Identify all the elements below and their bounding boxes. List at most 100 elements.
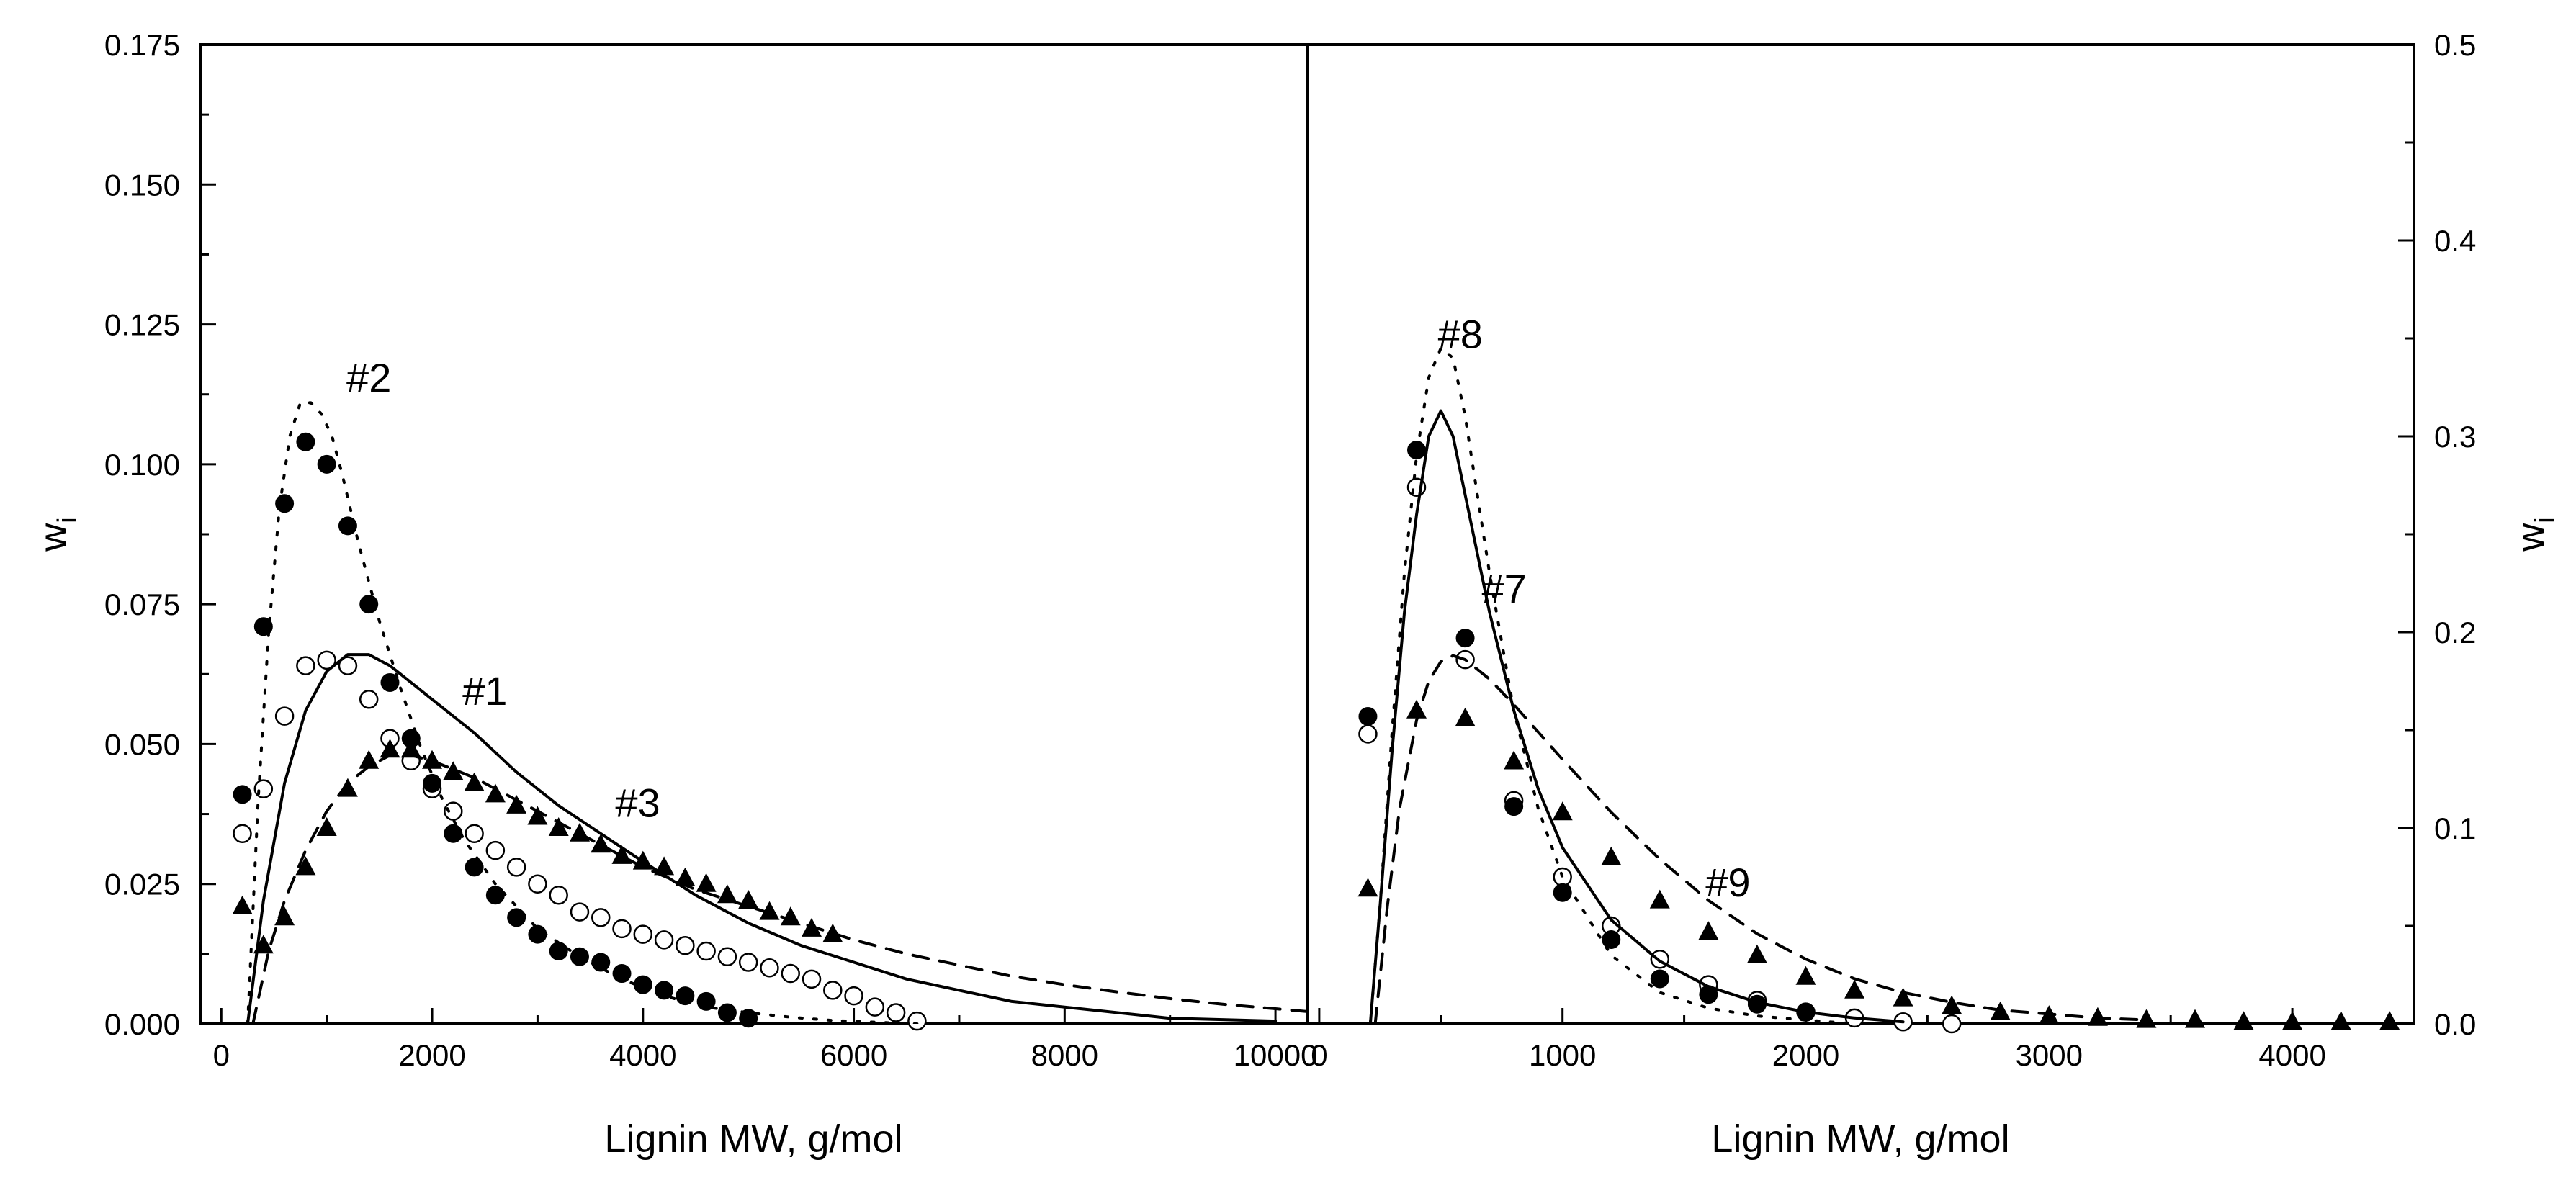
- data-point-filled-triangle: [2282, 1011, 2303, 1030]
- y-tick-label: 0.000: [104, 1007, 180, 1041]
- y-tick-label: 0.3: [2434, 420, 2476, 454]
- data-point-filled-triangle: [548, 817, 569, 836]
- data-point-open-circle: [676, 935, 695, 955]
- data-point-open-circle: [549, 886, 568, 905]
- data-point-filled-circle: [233, 785, 252, 804]
- data-point-filled-triangle: [2330, 1011, 2351, 1030]
- data-point-filled-triangle: [1601, 846, 1622, 865]
- y-axis-title: wi: [32, 517, 83, 552]
- data-point-open-circle: [506, 858, 526, 877]
- x-tick-label: 0: [1311, 1038, 1327, 1072]
- fit-curve-dashed: [1373, 654, 2148, 1024]
- y-tick-label: 0.125: [104, 308, 180, 342]
- data-point-filled-triangle: [274, 906, 295, 926]
- data-point-filled-triangle: [2185, 1009, 2205, 1028]
- y-tick-label: 0.2: [2434, 616, 2476, 649]
- data-point-filled-circle: [1504, 797, 1524, 816]
- data-point-open-circle: [633, 924, 653, 944]
- data-point-filled-triangle: [759, 901, 780, 920]
- y-tick-label: 0.050: [104, 727, 180, 761]
- data-point-filled-circle: [633, 975, 652, 994]
- data-point-open-circle: [528, 874, 547, 894]
- data-point-open-circle: [274, 706, 295, 726]
- x-tick-label: 2000: [1772, 1038, 1839, 1072]
- y-tick-label: 0.100: [104, 448, 180, 482]
- data-point-filled-circle: [359, 595, 379, 614]
- data-point-filled-triangle: [2379, 1011, 2400, 1030]
- x-tick-label: 1000: [1529, 1038, 1596, 1072]
- y-tick-label: 0.4: [2434, 224, 2476, 258]
- data-point-open-circle: [485, 840, 506, 860]
- x-tick-label: 3000: [2016, 1038, 2083, 1072]
- data-point-filled-circle: [485, 886, 505, 905]
- data-point-open-circle: [465, 824, 484, 844]
- series--3-fit: [251, 754, 1307, 1024]
- curve-label: #2: [346, 355, 391, 400]
- data-point-filled-triangle: [527, 806, 548, 825]
- data-point-filled-triangle: [485, 783, 506, 803]
- y-tick-label: 0.150: [104, 168, 180, 202]
- data-point-open-circle: [865, 997, 885, 1017]
- data-point-open-circle: [612, 919, 632, 939]
- y-tick-label: 0.0: [2434, 1007, 2476, 1041]
- x-tick-label: 6000: [820, 1038, 887, 1072]
- data-point-open-circle: [570, 902, 590, 922]
- data-point-filled-triangle: [1406, 699, 1427, 719]
- data-point-open-circle: [317, 650, 336, 670]
- curve-label: #8: [1438, 312, 1483, 357]
- curve-label: #7: [1481, 566, 1526, 611]
- data-point-open-circle: [338, 656, 358, 675]
- data-point-filled-triangle: [2233, 1011, 2254, 1030]
- y-tick-label: 0.5: [2434, 28, 2476, 62]
- data-point-filled-circle: [549, 941, 568, 960]
- data-point-filled-circle: [739, 1009, 758, 1028]
- fit-curve-solid: [246, 653, 1278, 1024]
- data-point-filled-triangle: [443, 761, 464, 780]
- data-point-filled-circle: [1455, 629, 1475, 648]
- data-point-filled-circle: [275, 494, 295, 513]
- data-point-open-circle: [296, 656, 315, 675]
- y-tick-label: 0.1: [2434, 811, 2476, 845]
- data-point-filled-triangle: [1504, 750, 1525, 770]
- data-point-open-circle: [233, 824, 252, 844]
- data-point-filled-triangle: [464, 772, 485, 791]
- data-point-filled-circle: [423, 773, 442, 793]
- data-point-filled-circle: [507, 908, 526, 927]
- series--8-data: [1358, 441, 1816, 1022]
- data-point-open-circle: [1942, 1014, 1962, 1034]
- data-point-filled-circle: [676, 986, 695, 1006]
- data-point-open-circle: [717, 947, 737, 966]
- data-point-open-circle: [760, 958, 779, 978]
- data-point-filled-triangle: [295, 856, 316, 876]
- series--1-data: [233, 650, 927, 1031]
- data-point-filled-triangle: [1795, 966, 1816, 985]
- y-axis-title-subscript: i: [2530, 517, 2560, 523]
- data-point-filled-triangle: [1942, 995, 1962, 1014]
- data-point-filled-triangle: [1893, 987, 1913, 1007]
- data-point-open-circle: [886, 1003, 906, 1022]
- data-point-filled-circle: [401, 729, 421, 748]
- data-point-filled-circle: [1358, 706, 1378, 726]
- data-point-filled-triangle: [717, 884, 737, 904]
- data-point-filled-triangle: [1552, 801, 1573, 821]
- y-tick-label: 0.175: [104, 28, 180, 62]
- data-point-filled-triangle: [380, 739, 400, 758]
- x-tick-label: 4000: [609, 1038, 676, 1072]
- data-point-open-circle: [802, 969, 822, 989]
- series--1-fit: [246, 653, 1278, 1024]
- x-tick-label: 8000: [1031, 1038, 1098, 1072]
- data-point-filled-circle: [465, 858, 484, 877]
- x-axis-title: Lignin MW, g/mol: [1711, 1117, 2009, 1161]
- data-point-filled-circle: [612, 964, 632, 984]
- right-panel: 0 1000 2000 3000 4000 0.0 0.1 0.2 0.3 0.4 0.5 Ligni…: [1306, 28, 2560, 1161]
- data-point-filled-triangle: [1649, 889, 1670, 909]
- data-point-filled-circle: [444, 824, 463, 843]
- data-point-filled-triangle: [400, 739, 421, 758]
- left-panel: 0 2000 4000 6000 8000 10000 0.000 0.025 0.050 0.0…: [32, 28, 1317, 1161]
- x-tick-label: 0: [213, 1038, 230, 1072]
- data-point-filled-triangle: [506, 794, 527, 814]
- data-point-open-circle: [591, 908, 611, 927]
- data-point-filled-circle: [1553, 883, 1572, 902]
